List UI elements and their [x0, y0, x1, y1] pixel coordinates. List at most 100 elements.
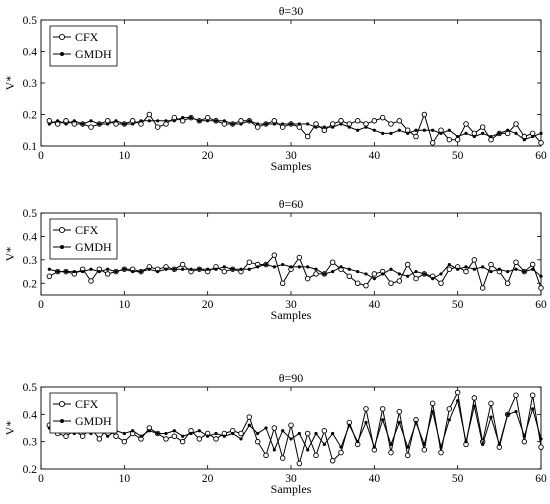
data-point-gmdh [106, 267, 110, 271]
data-point-gmdh [347, 125, 351, 129]
data-point-gmdh [514, 131, 518, 135]
data-point-gmdh [339, 122, 343, 126]
chart-panel-2: θ=60 0 10 20 30 40 50 60 0.2 0.3 0.4 0.5 Samples V* CF… [3, 197, 547, 322]
y-axis-title: V* [3, 76, 17, 91]
data-point-cfx [538, 285, 544, 291]
data-point-gmdh [347, 423, 351, 427]
chart-title: θ=60 [279, 197, 304, 211]
data-point-cfx [421, 447, 428, 453]
data-point-gmdh [164, 431, 168, 436]
legend: CFX GMDH [49, 392, 118, 434]
data-point-gmdh [281, 429, 285, 433]
data-point-cfx [413, 133, 419, 140]
data-point-cfx [479, 285, 486, 291]
series-line-gmdh [49, 117, 542, 141]
data-point-gmdh [206, 267, 210, 271]
legend-box [49, 392, 118, 434]
data-point-cfx [529, 392, 536, 398]
legend-label-gmdh: GMDH [75, 240, 112, 254]
data-point-gmdh [247, 423, 251, 427]
data-point-gmdh [189, 267, 193, 271]
data-point-cfx [513, 121, 519, 127]
y-tick-label: 0.5 [23, 382, 38, 394]
y-tick-label: 0.3 [23, 437, 38, 449]
data-point-cfx [296, 460, 303, 467]
data-point-cfx [79, 433, 86, 439]
data-point-cfx [88, 278, 94, 284]
x-tick-label: 60 [535, 473, 547, 485]
data-point-cfx [488, 400, 494, 407]
legend-marker-cfx [58, 226, 66, 234]
data-point-gmdh [381, 418, 385, 422]
x-tick-label: 60 [535, 299, 547, 311]
data-point-gmdh [339, 445, 343, 449]
data-point-gmdh [297, 122, 301, 126]
data-point-cfx [396, 408, 403, 415]
data-point-cfx [429, 140, 436, 146]
data-point-gmdh [172, 119, 176, 123]
y-tick-label: 0.1 [23, 141, 38, 153]
data-point-cfx [88, 124, 94, 130]
data-point-gmdh [181, 267, 185, 271]
data-point-cfx [471, 257, 478, 263]
data-point-gmdh [306, 448, 310, 452]
data-point-gmdh [531, 134, 535, 139]
data-point-gmdh [539, 131, 543, 135]
data-point-cfx [146, 111, 153, 118]
data-point-gmdh [389, 442, 393, 446]
data-point-gmdh [172, 267, 176, 271]
data-point-gmdh [231, 267, 235, 271]
x-tick-label: 10 [119, 299, 131, 311]
y-axis-title: V* [3, 247, 17, 262]
data-point-cfx [413, 275, 419, 282]
data-point-gmdh [347, 267, 351, 271]
data-point-cfx [404, 261, 411, 268]
data-point-gmdh [156, 431, 160, 436]
legend-marker-gmdh [60, 245, 64, 249]
legend-label-cfx: CFX [75, 223, 99, 237]
y-tick-label: 0.3 [23, 78, 38, 90]
data-point-gmdh [97, 122, 101, 126]
legend-marker-cfx [58, 33, 66, 41]
data-point-gmdh [314, 431, 318, 436]
chart-panel-3: θ=90 0 10 20 30 40 50 60 0.2 0.3 0.4 0.5 Samples V* CF… [3, 371, 547, 496]
data-point-gmdh [197, 119, 201, 123]
data-point-cfx [471, 395, 478, 401]
data-point-cfx [354, 280, 361, 287]
data-point-gmdh [139, 434, 143, 438]
data-point-gmdh [372, 445, 376, 449]
data-point-cfx [538, 444, 544, 450]
data-point-gmdh [497, 442, 501, 446]
data-point-gmdh [489, 415, 493, 419]
y-tick-label: 0.2 [23, 110, 38, 122]
data-point-gmdh [306, 122, 310, 126]
data-point-gmdh [139, 119, 143, 123]
data-point-gmdh [81, 269, 85, 274]
legend: CFX GMDH [49, 218, 118, 260]
data-point-gmdh [481, 131, 485, 135]
data-point-cfx [521, 438, 528, 445]
series-cfx [46, 252, 544, 291]
data-point-gmdh [247, 119, 251, 123]
data-point-cfx [446, 136, 453, 143]
data-point-gmdh [472, 134, 476, 139]
data-point-cfx [379, 406, 386, 412]
data-point-gmdh [531, 407, 535, 411]
x-axis-title: Samples [271, 482, 312, 496]
data-point-cfx [163, 436, 169, 442]
data-point-gmdh [64, 122, 68, 126]
y-axis-title: V* [3, 421, 17, 436]
data-point-cfx [371, 271, 378, 277]
data-point-gmdh [222, 434, 226, 438]
data-point-cfx [113, 433, 119, 439]
data-point-cfx [279, 455, 286, 461]
data-point-gmdh [431, 410, 435, 414]
data-point-gmdh [264, 426, 268, 430]
data-point-gmdh [239, 437, 243, 441]
legend-marker-cfx [58, 400, 66, 408]
data-point-gmdh [164, 267, 168, 271]
data-point-cfx [363, 282, 369, 289]
data-point-cfx [463, 268, 469, 275]
data-point-cfx [329, 259, 336, 265]
